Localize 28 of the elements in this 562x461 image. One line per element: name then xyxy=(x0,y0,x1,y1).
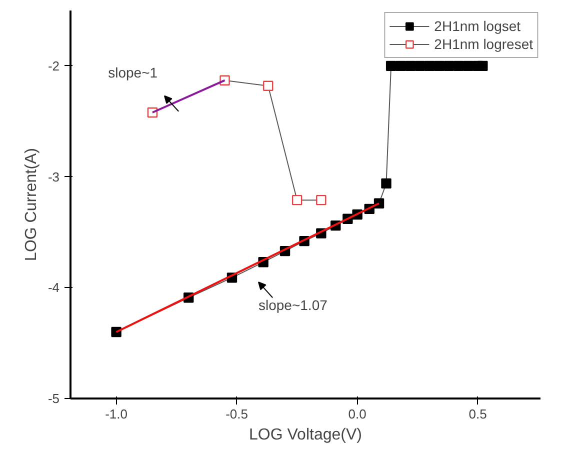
x-tick-label: 0.5 xyxy=(468,406,487,422)
x-axis-title: LOG Voltage(V) xyxy=(249,426,362,444)
point xyxy=(478,60,488,72)
y-tick-label: -4 xyxy=(48,280,60,296)
point xyxy=(414,60,426,72)
legend-label: 2H1nm logset xyxy=(434,17,521,35)
point xyxy=(263,80,274,91)
x-tick-label: -1.0 xyxy=(105,406,128,422)
y-axis-title: LOG Current(A) xyxy=(22,148,40,261)
annotation: slope~1 xyxy=(108,64,158,80)
y-tick-label: -5 xyxy=(48,391,60,406)
point xyxy=(424,60,435,72)
point xyxy=(316,194,326,206)
x-tick-label: 0.0 xyxy=(348,406,366,422)
point xyxy=(381,178,392,189)
legend-label: 2H1nm logreset xyxy=(434,35,533,53)
point xyxy=(463,60,474,72)
x-tick-label: -0.5 xyxy=(226,406,248,422)
point xyxy=(292,194,302,206)
y-tick-label: -2 xyxy=(48,58,60,74)
point xyxy=(386,60,396,72)
point xyxy=(434,60,444,72)
point xyxy=(444,60,454,72)
point xyxy=(405,60,416,72)
annotation: slope~1.07 xyxy=(258,297,328,314)
point xyxy=(396,60,406,72)
point xyxy=(453,60,464,72)
y-tick-label: -3 xyxy=(48,169,60,184)
